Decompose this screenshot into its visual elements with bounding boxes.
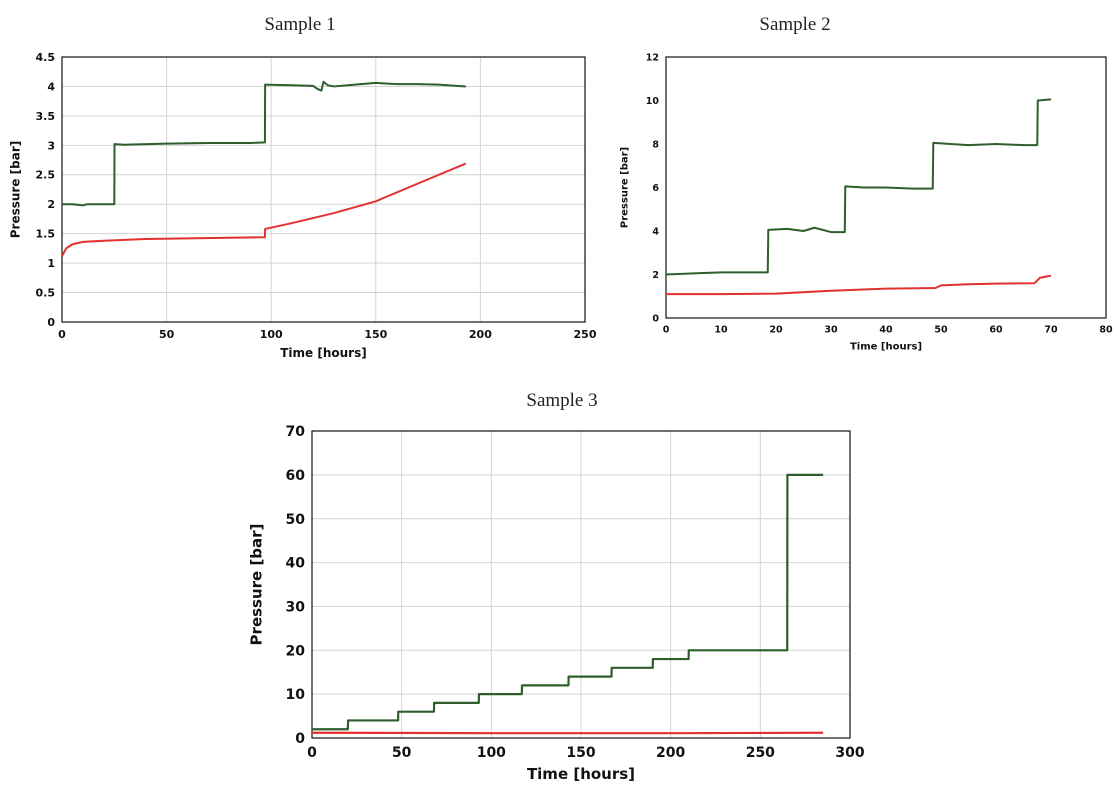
x-tick-label: 150 [566, 745, 595, 761]
y-tick-label: 3.5 [36, 110, 56, 123]
x-tick-label: 0 [58, 328, 66, 341]
plot-frame [61, 56, 586, 323]
y-tick-label: 0.5 [36, 287, 56, 300]
chart-sample-1: Sample 1 0 50 100 150 200 250 0 0.5 1 1.5 2 2.5 3 3.5… [0, 0, 600, 380]
x-tick-label: 50 [392, 745, 412, 761]
y-tick-label: 1.5 [36, 228, 56, 241]
y-tick-label: 70 [286, 424, 306, 440]
series-line-1 [312, 473, 824, 731]
y-tick-label: 6 [652, 183, 659, 194]
y-tick-label: 20 [286, 643, 306, 659]
chart-title: Sample 3 [526, 390, 598, 411]
chart-svg: 0 10 20 30 40 50 60 70 80 0 2 4 6 8 10 12 Time [hours] Pr… [619, 52, 1113, 353]
series-line-1 [665, 98, 1052, 276]
y-tick-label: 0 [652, 313, 659, 324]
y-tick-label: 40 [286, 556, 306, 572]
y-tick-label: 8 [652, 139, 659, 150]
y-axis-label: Pressure [bar] [8, 141, 22, 239]
series-line-1 [62, 80, 466, 207]
y-tick-label: 4 [652, 226, 659, 237]
x-tick-label: 70 [1044, 325, 1058, 336]
plot-frame [665, 56, 1107, 319]
y-tick-label: 0 [47, 316, 55, 329]
y-tick-label: 10 [286, 687, 306, 703]
y-tick-label: 10 [646, 96, 660, 107]
x-tick-label: 80 [1099, 325, 1113, 336]
y-tick-label: 4 [47, 80, 55, 93]
x-tick-label: 100 [260, 328, 283, 341]
x-tick-label: 50 [934, 325, 948, 336]
x-tick-label: 250 [574, 328, 597, 341]
grid [312, 431, 850, 738]
x-axis-label: Time [hours] [850, 342, 922, 353]
y-axis-label: Pressure [bar] [619, 147, 630, 228]
x-tick-label: 50 [159, 328, 175, 341]
x-tick-label: 300 [835, 745, 864, 761]
x-tick-label: 20 [769, 325, 783, 336]
chart-svg: 0 50 100 150 200 250 0 0.5 1 1.5 2 2.5 3 3.5 4 4.5 Time … [8, 51, 597, 360]
x-tick-label: 0 [307, 745, 317, 761]
chart-title: Sample 2 [759, 14, 831, 35]
x-tick-label: 30 [824, 325, 838, 336]
series-line-2 [666, 274, 1052, 296]
chart-title: Sample 1 [264, 14, 336, 35]
y-tick-label: 30 [286, 599, 306, 615]
y-tick-label: 0 [295, 731, 305, 747]
grid [62, 57, 585, 322]
y-axis-label: Pressure [bar] [248, 524, 266, 646]
x-tick-label: 10 [714, 325, 728, 336]
x-axis-label: Time [hours] [527, 765, 635, 783]
y-tick-label: 3 [47, 139, 55, 152]
y-tick-label: 2 [652, 270, 659, 281]
y-tick-label: 50 [286, 512, 306, 528]
x-tick-label: 0 [663, 325, 670, 336]
x-tick-label: 250 [746, 745, 775, 761]
y-tick-label: 2 [47, 198, 55, 211]
y-tick-label: 12 [646, 52, 659, 63]
y-tick-label: 60 [286, 468, 306, 484]
x-axis-label: Time [hours] [280, 346, 366, 360]
x-tick-label: 200 [656, 745, 685, 761]
x-tick-label: 100 [477, 745, 506, 761]
chart-sample-2: Sample 2 0 10 20 30 40 50 60 70 80 0 2 4 6 8 10 12 Time … [0, 0, 1120, 380]
x-tick-label: 150 [364, 328, 387, 341]
series-line-2 [61, 162, 467, 257]
y-tick-label: 2.5 [36, 169, 56, 182]
plot-frame [311, 430, 851, 739]
y-tick-label: 1 [47, 257, 55, 270]
x-tick-label: 40 [879, 325, 893, 336]
x-tick-label: 60 [989, 325, 1003, 336]
y-tick-label: 4.5 [36, 51, 56, 64]
x-tick-label: 200 [469, 328, 492, 341]
